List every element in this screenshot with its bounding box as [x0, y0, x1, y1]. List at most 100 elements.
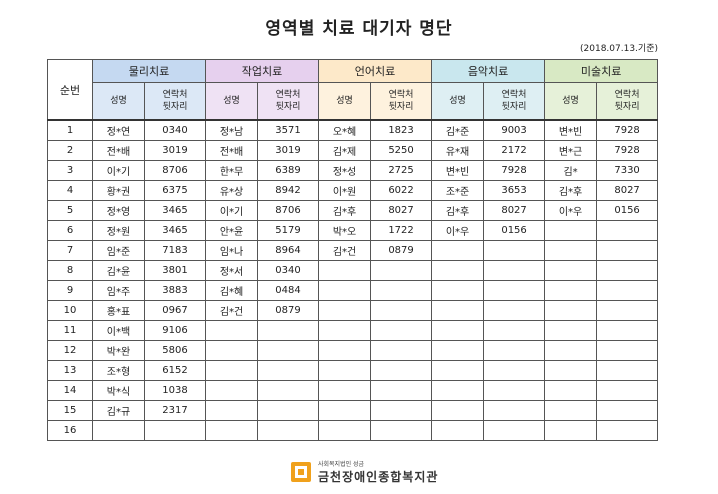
waitlist-table: 순번 물리치료 작업치료 언어치료 음악치료 미술치료 성명 연락처 뒷자리 성명… — [47, 59, 659, 441]
name-cell — [431, 420, 485, 441]
table-row: 8 김*윤 3801 정*서 0340 — [47, 260, 659, 281]
table-row: 11 이*백 9106 — [47, 320, 659, 341]
name-cell: 정*원 — [92, 220, 145, 241]
name-cell: 정*영 — [92, 200, 145, 221]
name-cell: 정*연 — [92, 119, 145, 141]
seq-cell: 3 — [47, 160, 93, 181]
name-cell — [92, 420, 145, 441]
area-header-music: 음악치료 — [431, 59, 546, 83]
contact-cell: 5179 — [257, 220, 320, 241]
contact-cell — [257, 420, 320, 441]
name-cell — [318, 360, 372, 381]
contact-cell: 2317 — [143, 400, 207, 421]
name-cell — [318, 400, 372, 421]
name-cell: 김*규 — [92, 400, 145, 421]
contact-cell: 5250 — [370, 140, 433, 161]
seq-cell: 8 — [47, 260, 93, 281]
name-cell: 유*상 — [205, 180, 259, 201]
contact-cell: 8027 — [483, 200, 546, 221]
name-cell — [544, 340, 598, 361]
name-cell: 박*식 — [92, 380, 145, 401]
name-cell: 이*백 — [92, 320, 145, 341]
contact-cell — [257, 360, 320, 381]
contact-cell — [483, 420, 546, 441]
name-cell: 김* — [544, 160, 598, 181]
name-cell: 한*무 — [205, 160, 259, 181]
name-cell: 변*빈 — [544, 119, 598, 141]
contact-cell: 9003 — [483, 119, 546, 141]
name-cell — [431, 240, 485, 261]
contact-cell — [370, 380, 433, 401]
name-cell: 정*남 — [205, 119, 259, 141]
name-cell — [544, 300, 598, 321]
contact-cell — [370, 340, 433, 361]
table-row: 7 임*준 7183 임*나 8964 김*건 0879 — [47, 240, 659, 261]
contact-cell — [483, 260, 546, 281]
contact-cell: 8027 — [596, 180, 659, 201]
seq-cell: 4 — [47, 180, 93, 201]
name-cell — [205, 380, 259, 401]
table-row: 4 황*권 6375 유*상 8942 이*원 6022 조*준 3653 김*후 8027 — [47, 180, 659, 201]
contact-cell: 8706 — [143, 160, 207, 181]
name-cell: 오*혜 — [318, 119, 372, 141]
name-cell: 이*우 — [544, 200, 598, 221]
name-header: 성명 — [544, 82, 598, 121]
name-cell: 황*권 — [92, 180, 145, 201]
area-header-art: 미술치료 — [544, 59, 659, 83]
name-cell — [431, 300, 485, 321]
seq-cell: 10 — [47, 300, 93, 321]
name-cell: 변*근 — [544, 140, 598, 161]
name-cell — [318, 320, 372, 341]
contact-cell — [596, 300, 659, 321]
name-cell — [544, 220, 598, 241]
name-cell: 전*배 — [205, 140, 259, 161]
contact-cell — [370, 280, 433, 301]
table-row: 3 이*기 8706 한*무 6389 정*성 2725 변*빈 7928 김* 7330 — [47, 160, 659, 181]
name-cell — [205, 420, 259, 441]
contact-cell — [483, 360, 546, 381]
table-row: 6 정*원 3465 안*윤 5179 박*오 1722 이*우 0156 — [47, 220, 659, 241]
name-cell: 정*성 — [318, 160, 372, 181]
contact-cell — [596, 280, 659, 301]
seq-cell: 5 — [47, 200, 93, 221]
contact-cell: 3465 — [143, 200, 207, 221]
seq-cell: 13 — [47, 360, 93, 381]
contact-cell — [483, 280, 546, 301]
contact-cell — [596, 340, 659, 361]
seq-cell: 7 — [47, 240, 93, 261]
name-cell — [544, 280, 598, 301]
contact-header: 연락처 뒷자리 — [370, 82, 433, 121]
name-cell: 이*기 — [205, 200, 259, 221]
contact-cell — [596, 260, 659, 281]
name-cell: 김*후 — [431, 200, 485, 221]
table-row: 15 김*규 2317 — [47, 400, 659, 421]
contact-cell: 0484 — [257, 280, 320, 301]
name-cell: 안*윤 — [205, 220, 259, 241]
contact-cell: 6152 — [143, 360, 207, 381]
name-cell — [544, 320, 598, 341]
name-cell: 임*준 — [92, 240, 145, 261]
contact-cell: 6389 — [257, 160, 320, 181]
name-cell: 김*제 — [318, 140, 372, 161]
org-logo-icon — [291, 462, 311, 482]
name-cell — [431, 260, 485, 281]
contact-cell: 5806 — [143, 340, 207, 361]
name-cell — [318, 280, 372, 301]
name-cell — [205, 400, 259, 421]
contact-cell — [483, 400, 546, 421]
contact-cell: 0967 — [143, 300, 207, 321]
name-cell: 김*후 — [318, 200, 372, 221]
table-row: 9 임*주 3883 김*혜 0484 — [47, 280, 659, 301]
name-cell: 김*혜 — [205, 280, 259, 301]
contact-cell: 6375 — [143, 180, 207, 201]
contact-cell — [596, 420, 659, 441]
name-cell: 김*건 — [318, 240, 372, 261]
contact-cell: 7928 — [596, 119, 659, 141]
contact-cell — [596, 380, 659, 401]
area-header-physical: 물리치료 — [91, 59, 207, 83]
seq-cell: 6 — [47, 220, 93, 241]
contact-cell: 7330 — [596, 160, 659, 181]
seq-cell: 16 — [47, 420, 93, 441]
name-cell: 김*후 — [544, 180, 598, 201]
contact-cell — [370, 260, 433, 281]
